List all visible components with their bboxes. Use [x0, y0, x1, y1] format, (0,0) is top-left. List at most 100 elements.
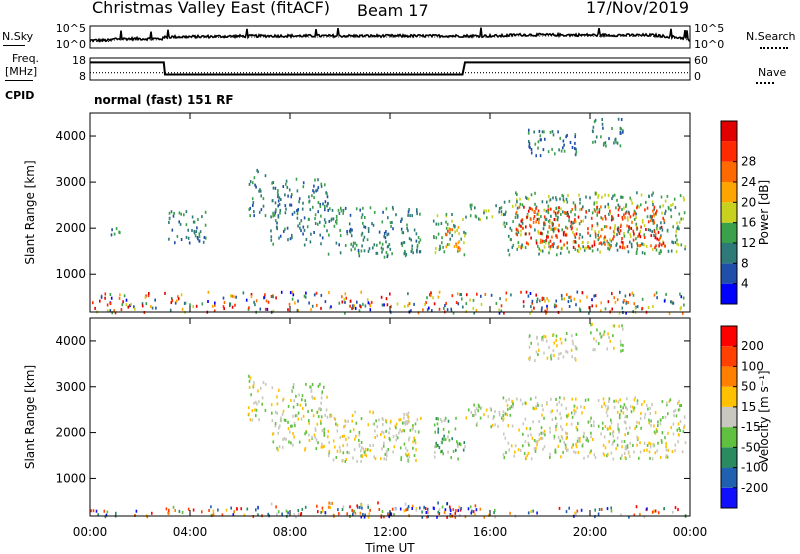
- velocity-heatmap: [90, 322, 687, 519]
- nsky-label: N.Sky: [2, 30, 34, 43]
- power-colorbar-tick-label: 28: [741, 155, 756, 169]
- velocity-range-tick-label: 2000: [55, 426, 86, 440]
- freq-right-bottom-tick: 0: [694, 70, 701, 83]
- velocity-colorbar-tick-label: -15: [741, 420, 761, 434]
- noise-panel-frame: [89, 25, 691, 49]
- time-tick-label: 20:00: [573, 525, 608, 539]
- velocity-region-1: [270, 382, 329, 452]
- noise-left-top-tick: 10^5: [56, 22, 86, 35]
- power-region-3: [270, 177, 329, 247]
- freq-left-top-tick: 18: [72, 54, 86, 67]
- nsearch-dotted: [760, 47, 788, 49]
- velocity-colorbar-swatch: [721, 346, 737, 367]
- time-tick-label: 04:00: [173, 525, 208, 539]
- velocity-colorbar-swatch: [721, 406, 737, 428]
- noise-left-bottom-tick: 10^0: [56, 38, 86, 51]
- velocity-colorbar-swatch: [721, 487, 737, 508]
- velocity-colorbar-tick-label: 100: [741, 359, 764, 373]
- time-tick-label: 00:00: [73, 525, 108, 539]
- cpid-label: CPID: [5, 89, 35, 102]
- power-region-2: [248, 168, 267, 218]
- velocity-panel-frame: [89, 317, 691, 517]
- velocity-colorbar-tick-label: -50: [741, 440, 761, 454]
- velocity-colorbar-frame: [720, 325, 738, 509]
- velocity-region-2: [327, 410, 422, 463]
- velocity-colorbar-tick-label: -200: [741, 481, 768, 495]
- velocity-colorbar-swatch: [721, 326, 737, 347]
- velocity-colorbar-swatch: [721, 386, 737, 407]
- power-region-8: [502, 191, 687, 257]
- frequency-line: [90, 61, 690, 76]
- power-range-tick-label: 2000: [55, 221, 86, 235]
- nave-label: Nave: [758, 66, 787, 79]
- noise-right-top-tick: 10^5: [694, 22, 724, 35]
- time-tick-label: 12:00: [373, 525, 408, 539]
- freq-panel-frame: [89, 57, 691, 81]
- power-range-axis-label: Slant Range [km]: [23, 160, 37, 264]
- power-range-tick-label: 1000: [55, 267, 86, 281]
- site-title: Christmas Valley East (fitACF): [92, 0, 331, 17]
- power-colorbar-swatch: [721, 121, 737, 142]
- nsky-underline: [3, 45, 25, 46]
- power-colorbar: 4 8 12 16 20 24 28: [720, 120, 756, 305]
- power-colorbar-tick-label: 16: [741, 216, 756, 230]
- power-region-9: [515, 205, 666, 250]
- time-tick-label: 08:00: [273, 525, 308, 539]
- freq-unit-label: [MHz]: [5, 65, 38, 78]
- power-colorbar-swatch: [721, 202, 737, 223]
- freq-underline: [5, 80, 33, 81]
- velocity-range-tick-label: 1000: [55, 471, 86, 485]
- power-region-1: [168, 210, 207, 245]
- power-region-4: [327, 205, 422, 259]
- date-title: 17/Nov/2019: [586, 0, 690, 17]
- velocity-range-tick-label: 3000: [55, 380, 86, 394]
- time-tick-label: 16:00: [473, 525, 508, 539]
- velocity-region-5: [502, 396, 687, 461]
- power-colorbar-label: Power [dB]: [757, 180, 771, 245]
- velocity-region-3: [433, 416, 466, 461]
- velocity-range-tick-label: 4000: [55, 334, 86, 348]
- freq-left-bottom-tick: 8: [79, 70, 86, 83]
- velocity-range-axis-label: Slant Range [km]: [23, 365, 37, 469]
- nsearch-label: N.Search: [746, 30, 796, 43]
- power-heatmap: [92, 117, 687, 315]
- power-colorbar-swatch: [721, 263, 737, 284]
- velocity-region-7: [590, 322, 624, 353]
- velocity-colorbar-swatch: [721, 427, 737, 448]
- velocity-colorbar-tick-label: -100: [741, 461, 768, 475]
- velocity-colorbar-swatch: [721, 467, 737, 488]
- velocity-colorbar-tick-label: 15: [741, 400, 756, 414]
- velocity-region-6: [528, 332, 578, 363]
- power-colorbar-swatch: [721, 141, 737, 162]
- freq-label: Freq.: [12, 52, 40, 65]
- power-colorbar-swatch: [721, 222, 737, 243]
- power-range-tick-label: 4000: [55, 129, 86, 143]
- power-region-12: [92, 290, 685, 315]
- sky-noise-line: [89, 27, 691, 43]
- power-region-7: [465, 203, 503, 222]
- freq-right-top-tick: 60: [694, 54, 708, 67]
- velocity-colorbar-tick-label: 200: [741, 339, 764, 353]
- velocity-colorbar-swatch: [721, 447, 737, 468]
- velocity-region-8: [267, 502, 278, 516]
- cpid-text: normal (fast) 151 RF: [94, 93, 234, 107]
- time-tick-label: 00:00: [673, 525, 708, 539]
- velocity-colorbar: 200 100 50 15 -15 -50 -100 -200: [720, 325, 768, 509]
- search-noise-line: [90, 35, 691, 42]
- power-colorbar-swatch: [721, 283, 737, 304]
- power-colorbar-tick-label: 8: [741, 256, 749, 270]
- time-axis-label: Time UT: [364, 541, 415, 554]
- velocity-colorbar-swatch: [721, 366, 737, 387]
- power-region-0: [110, 227, 121, 237]
- power-colorbar-tick-label: 20: [741, 195, 756, 209]
- velocity-region-0: [247, 374, 267, 422]
- beam-title: Beam 17: [357, 1, 429, 20]
- power-region-6: [445, 225, 461, 252]
- power-colorbar-frame: [720, 120, 738, 305]
- velocity-region-4: [465, 403, 504, 429]
- power-colorbar-swatch: [721, 161, 737, 182]
- power-colorbar-swatch: [721, 243, 737, 264]
- power-range-tick-label: 3000: [55, 175, 86, 189]
